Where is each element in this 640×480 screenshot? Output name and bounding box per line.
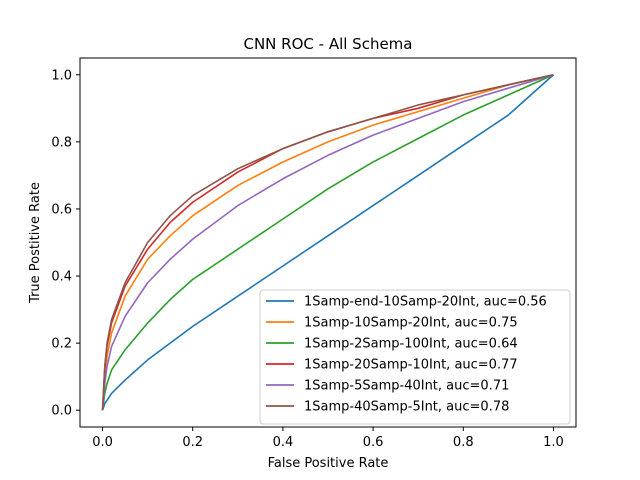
legend-label-5: 1Samp-5Samp-40Int, auc=0.71 (304, 379, 509, 394)
y-tick-label: 0.4 (51, 270, 72, 285)
series-layer (101, 73, 554, 411)
series-line-1 (101, 74, 554, 411)
y-tick-label: 0.0 (51, 404, 72, 419)
y-tick-label: 0.6 (51, 202, 72, 217)
legend-box (259, 289, 571, 425)
x-tick-label: 0.4 (273, 435, 294, 450)
x-tick-label: 0.0 (92, 435, 113, 450)
y-axis-label: True Postitive Rate (28, 182, 43, 304)
x-tick-label: 0.8 (453, 435, 474, 450)
x-axis-label: False Positive Rate (268, 456, 389, 471)
legend: 1Samp-end-10Samp-20Int, auc=0.56 1Samp-10… (259, 289, 571, 425)
y-tick-label: 0.8 (51, 135, 72, 150)
axes-frame (79, 57, 577, 428)
y-tick-label: 1.0 (51, 68, 72, 83)
series-line-5 (101, 74, 554, 411)
legend-label-6: 1Samp-40Samp-5Int, auc=0.78 (304, 400, 509, 415)
legend-label-2: 1Samp-10Samp-20Int, auc=0.75 (304, 316, 518, 331)
x-tick-label: 1.0 (543, 435, 564, 450)
ticks-layer: 0.0 0.2 0.4 0.6 0.8 1.0 0.0 0.2 0.4 0.6 0.8 1.0 (51, 68, 563, 450)
legend-label-3: 1Samp-2Samp-100Int, auc=0.64 (304, 337, 518, 352)
series-line-6 (101, 73, 554, 411)
chart-title: CNN ROC - All Schema (243, 35, 412, 53)
legend-label-4: 1Samp-20Samp-10Int, auc=0.77 (304, 358, 518, 373)
x-tick-label: 0.6 (363, 435, 384, 450)
x-tick-label: 0.2 (182, 435, 203, 450)
series-line-3 (101, 74, 554, 411)
series-line-2 (101, 73, 554, 411)
legend-label-1: 1Samp-end-10Samp-20Int, auc=0.56 (304, 295, 547, 310)
y-tick-label: 0.2 (51, 337, 72, 352)
